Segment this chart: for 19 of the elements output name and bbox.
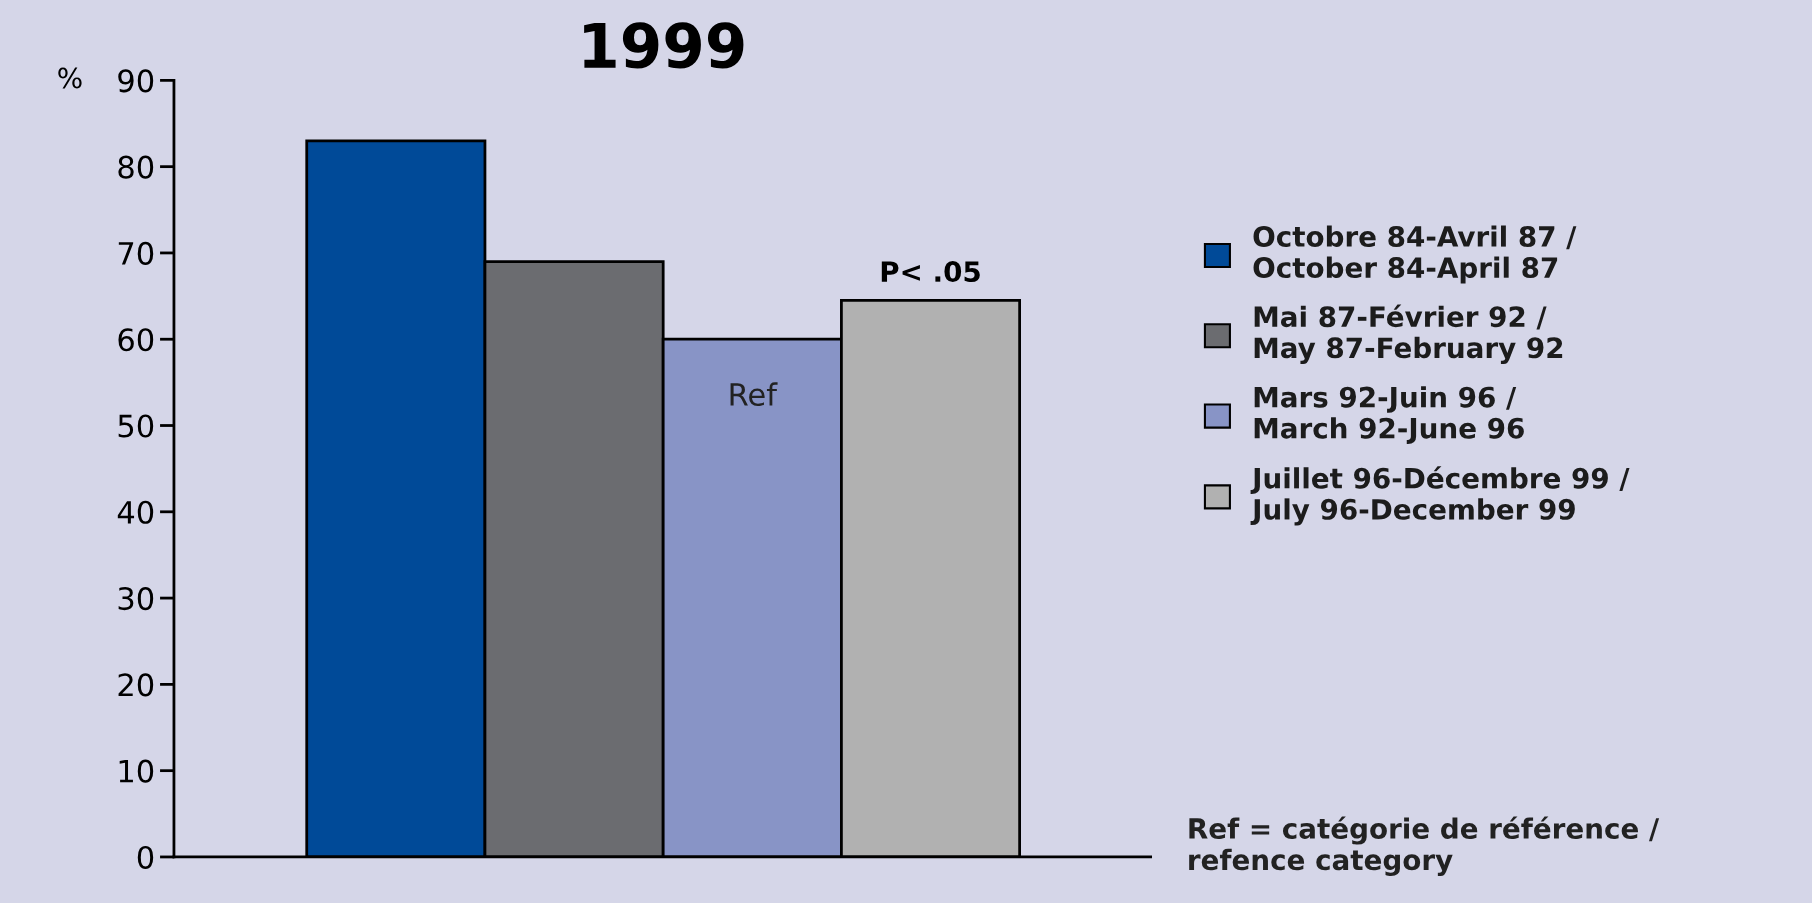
y-tick-label: 0	[137, 845, 154, 869]
chart-title: 1999	[584, 22, 744, 69]
y-tick-label: 20	[118, 673, 154, 697]
y-tick-label: 80	[118, 155, 154, 179]
text: Ref = catégorie de référence / refence category	[1189, 816, 1660, 876]
legend-label: Mai 87-Février 92 / May 87-February 92	[1254, 304, 1563, 364]
annotation: Ref	[730, 382, 778, 407]
y-tick-label: 30	[118, 587, 154, 611]
y-tick-label: 60	[118, 328, 154, 352]
legend-label: Octobre 84-Avril 87 / October 84-April 87	[1253, 225, 1577, 284]
y-tick-label: 40	[117, 500, 154, 524]
legend-label: Mars 92-Juin 96 / March 92-June 96	[1254, 386, 1524, 444]
y-axis-title: %	[58, 67, 82, 89]
annotation: P< .05	[881, 261, 980, 283]
y-tick-label: 90	[118, 69, 154, 93]
legend-label: Juillet 96-Décembre 99 / July 96-December 99	[1250, 466, 1630, 526]
y-tick-label: 70	[118, 241, 154, 265]
y-tick-label: 10	[119, 759, 154, 783]
y-tick-label: 50	[118, 414, 154, 438]
